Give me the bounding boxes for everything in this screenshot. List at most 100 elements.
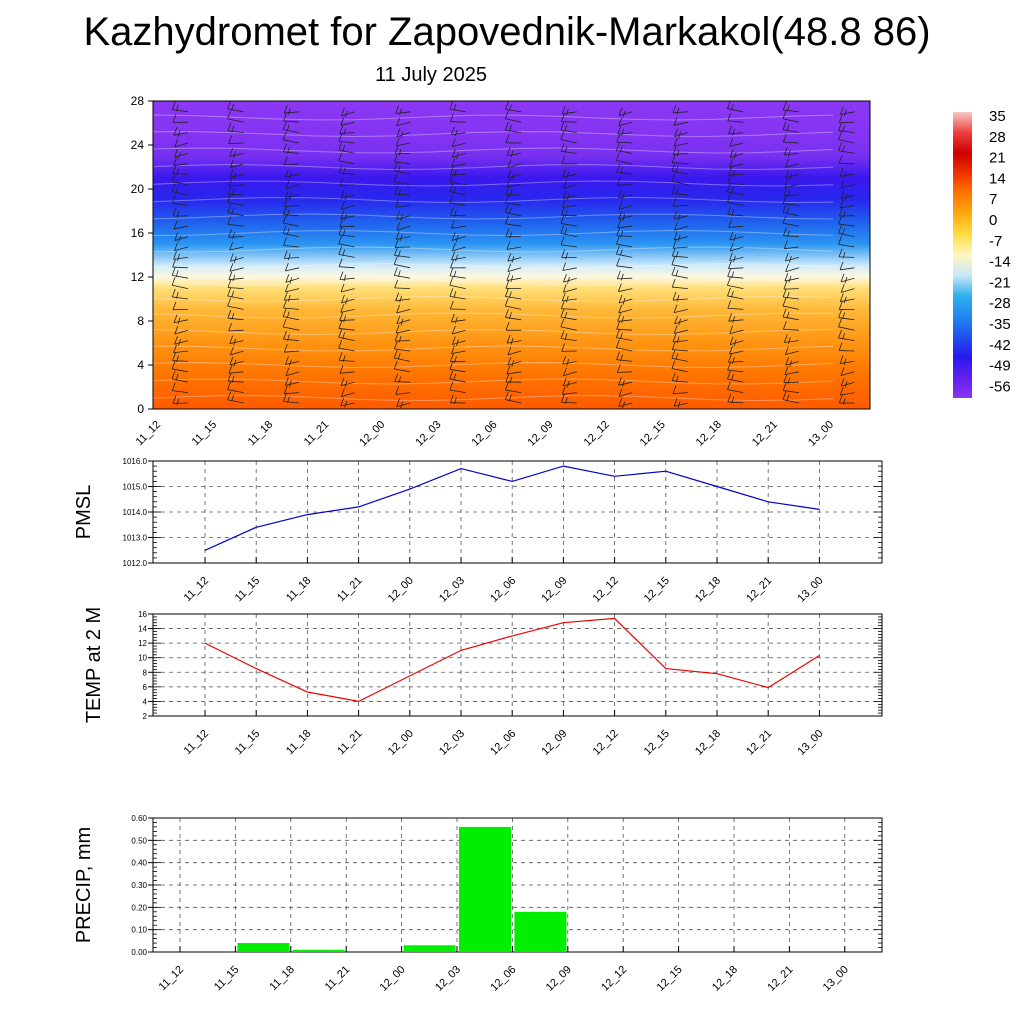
barb-feather: [396, 211, 401, 220]
barb-feather: [618, 388, 623, 397]
barb-staff: [671, 274, 688, 279]
barb-staff: [227, 202, 244, 206]
barb-feather: [511, 172, 515, 180]
barb-feather: [396, 117, 400, 126]
barb-feather: [564, 146, 568, 153]
barb-feather: [729, 138, 734, 147]
barb-feather: [283, 237, 287, 246]
wind-barb: [507, 169, 522, 180]
barb-staff: [227, 399, 244, 404]
wind-barb: [616, 164, 633, 175]
wind-barb: [227, 185, 244, 196]
barb-feather: [783, 133, 787, 143]
wind-barb: [504, 297, 522, 310]
wind-barb: [396, 128, 411, 139]
barb-staff: [227, 108, 244, 113]
barb-feather: [787, 337, 791, 344]
barb-staff: [671, 170, 688, 175]
colorbar-label: -56: [989, 378, 1011, 395]
barb-staff: [452, 153, 466, 158]
barb-staff: [785, 267, 799, 273]
barb-staff: [616, 337, 633, 341]
barb-feather: [671, 372, 676, 381]
barb-feather: [229, 356, 234, 365]
barb-feather: [615, 152, 620, 161]
barb-feather: [672, 333, 677, 342]
wind-barb: [173, 251, 189, 261]
barb-staff: [394, 348, 411, 352]
isotherm: [152, 329, 834, 336]
barb-feather: [675, 188, 679, 196]
barb-staff: [451, 163, 466, 167]
barb-staff: [505, 129, 522, 133]
wind-barb: [451, 232, 466, 242]
wind-barb: [174, 242, 189, 252]
barb-staff: [727, 276, 744, 279]
wind-barb: [338, 164, 355, 175]
wind-barb: [338, 258, 355, 269]
barb-feather: [339, 271, 344, 280]
wind-barb: [449, 174, 466, 185]
barb-staff: [617, 319, 633, 322]
wind-barb: [394, 186, 411, 196]
barb-feather: [400, 214, 404, 222]
barb-staff: [729, 236, 744, 241]
barb-staff: [617, 132, 633, 135]
barb-feather: [176, 211, 180, 218]
barb-feather: [227, 194, 232, 203]
x-tick-label: 12_00: [386, 728, 416, 758]
wind-barb: [396, 315, 411, 326]
wind-barb: [174, 138, 189, 148]
barb-staff: [560, 232, 577, 237]
barb-feather: [343, 128, 347, 136]
wind-barb: [171, 267, 189, 279]
barb-feather: [287, 295, 291, 302]
wind-barb: [171, 277, 189, 289]
barb-staff: [562, 267, 577, 271]
barb-staff: [727, 284, 744, 289]
precip-bar: [459, 826, 511, 952]
barb-feather: [455, 152, 459, 159]
barb-staff: [452, 246, 466, 252]
x-tick-label: 12_06: [488, 728, 518, 758]
barb-feather: [783, 227, 787, 236]
barb-staff: [560, 316, 577, 321]
barb-staff: [783, 296, 799, 300]
barb-feather: [283, 344, 288, 353]
barb-feather: [731, 290, 734, 298]
wind-barb: [284, 262, 300, 272]
wind-barb: [283, 385, 300, 395]
barb-feather: [505, 186, 510, 195]
wind-barb: [673, 138, 688, 147]
barb-staff: [561, 308, 577, 310]
barb-feather: [174, 232, 179, 241]
barb-feather: [727, 206, 732, 215]
barb-feather: [340, 304, 345, 313]
wind-barb: [560, 318, 577, 331]
x-tick-label: 11_15: [190, 419, 220, 449]
barb-feather: [507, 357, 512, 366]
wind-barb: [396, 222, 411, 231]
barb-staff: [505, 108, 522, 113]
wind-barb: [673, 398, 688, 408]
barb-feather: [395, 292, 400, 301]
barb-staff: [227, 305, 244, 310]
barb-staff: [285, 184, 300, 190]
wind-barb: [840, 180, 855, 189]
barb-staff: [340, 215, 355, 220]
barb-feather: [616, 364, 621, 373]
wind-barb: [506, 178, 522, 188]
wind-barb: [838, 207, 855, 218]
x-tick-label: 13_00: [795, 575, 825, 605]
x-tick-label: 12_12: [599, 964, 629, 994]
wind-barb: [451, 138, 466, 148]
barb-feather: [675, 375, 679, 383]
barb-feather: [227, 279, 232, 288]
barb-feather: [839, 106, 844, 115]
wind-barb: [563, 274, 577, 284]
wind-barb: [616, 133, 633, 144]
barb-staff: [728, 225, 744, 228]
barb-feather: [449, 183, 454, 192]
barb-staff: [507, 163, 522, 169]
wind-barb: [505, 381, 522, 393]
